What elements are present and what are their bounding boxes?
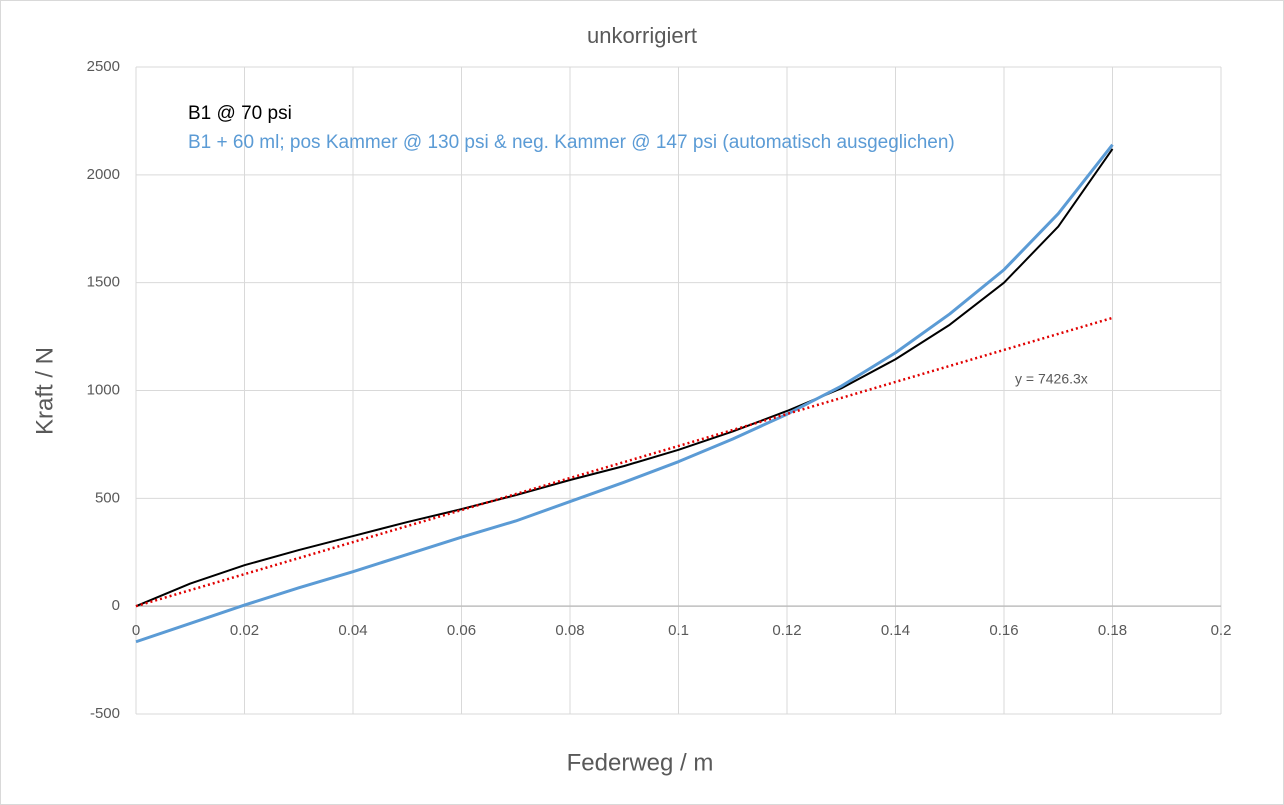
series-line bbox=[135, 143, 1114, 644]
series-line bbox=[135, 148, 1114, 608]
x-tick-label: 0 bbox=[132, 622, 140, 639]
legend-entry: B1 @ 70 psi bbox=[188, 103, 292, 124]
y-axis-title: Kraft / N bbox=[31, 347, 58, 435]
x-tick-label: 0.04 bbox=[338, 622, 367, 639]
chart-title: unkorrigiert bbox=[587, 23, 697, 48]
x-tick-label: 0.16 bbox=[989, 622, 1018, 639]
x-tick-label: 0.02 bbox=[230, 622, 259, 639]
x-axis-title: Federweg / m bbox=[567, 749, 714, 776]
y-tick-label: 2500 bbox=[87, 58, 120, 75]
x-tick-label: 0.14 bbox=[881, 622, 910, 639]
x-tick-label: 0.18 bbox=[1098, 622, 1127, 639]
y-tick-label: 2000 bbox=[87, 166, 120, 183]
legend-entry: B1 + 60 ml; pos Kammer @ 130 psi & neg. … bbox=[188, 132, 955, 153]
y-tick-label: 1500 bbox=[87, 274, 120, 291]
x-tick-label: 0.1 bbox=[668, 622, 689, 639]
x-tick-label: 0.12 bbox=[772, 622, 801, 639]
trendline-label: y = 7426.3x bbox=[1015, 371, 1088, 387]
y-tick-label: 1000 bbox=[87, 381, 120, 398]
x-tick-label: 0.06 bbox=[447, 622, 476, 639]
y-tick-label: 0 bbox=[112, 597, 120, 614]
y-tick-label: 500 bbox=[95, 489, 120, 506]
y-tick-label: -500 bbox=[90, 705, 120, 722]
x-tick-label: 0.2 bbox=[1211, 622, 1232, 639]
x-tick-label: 0.08 bbox=[555, 622, 584, 639]
